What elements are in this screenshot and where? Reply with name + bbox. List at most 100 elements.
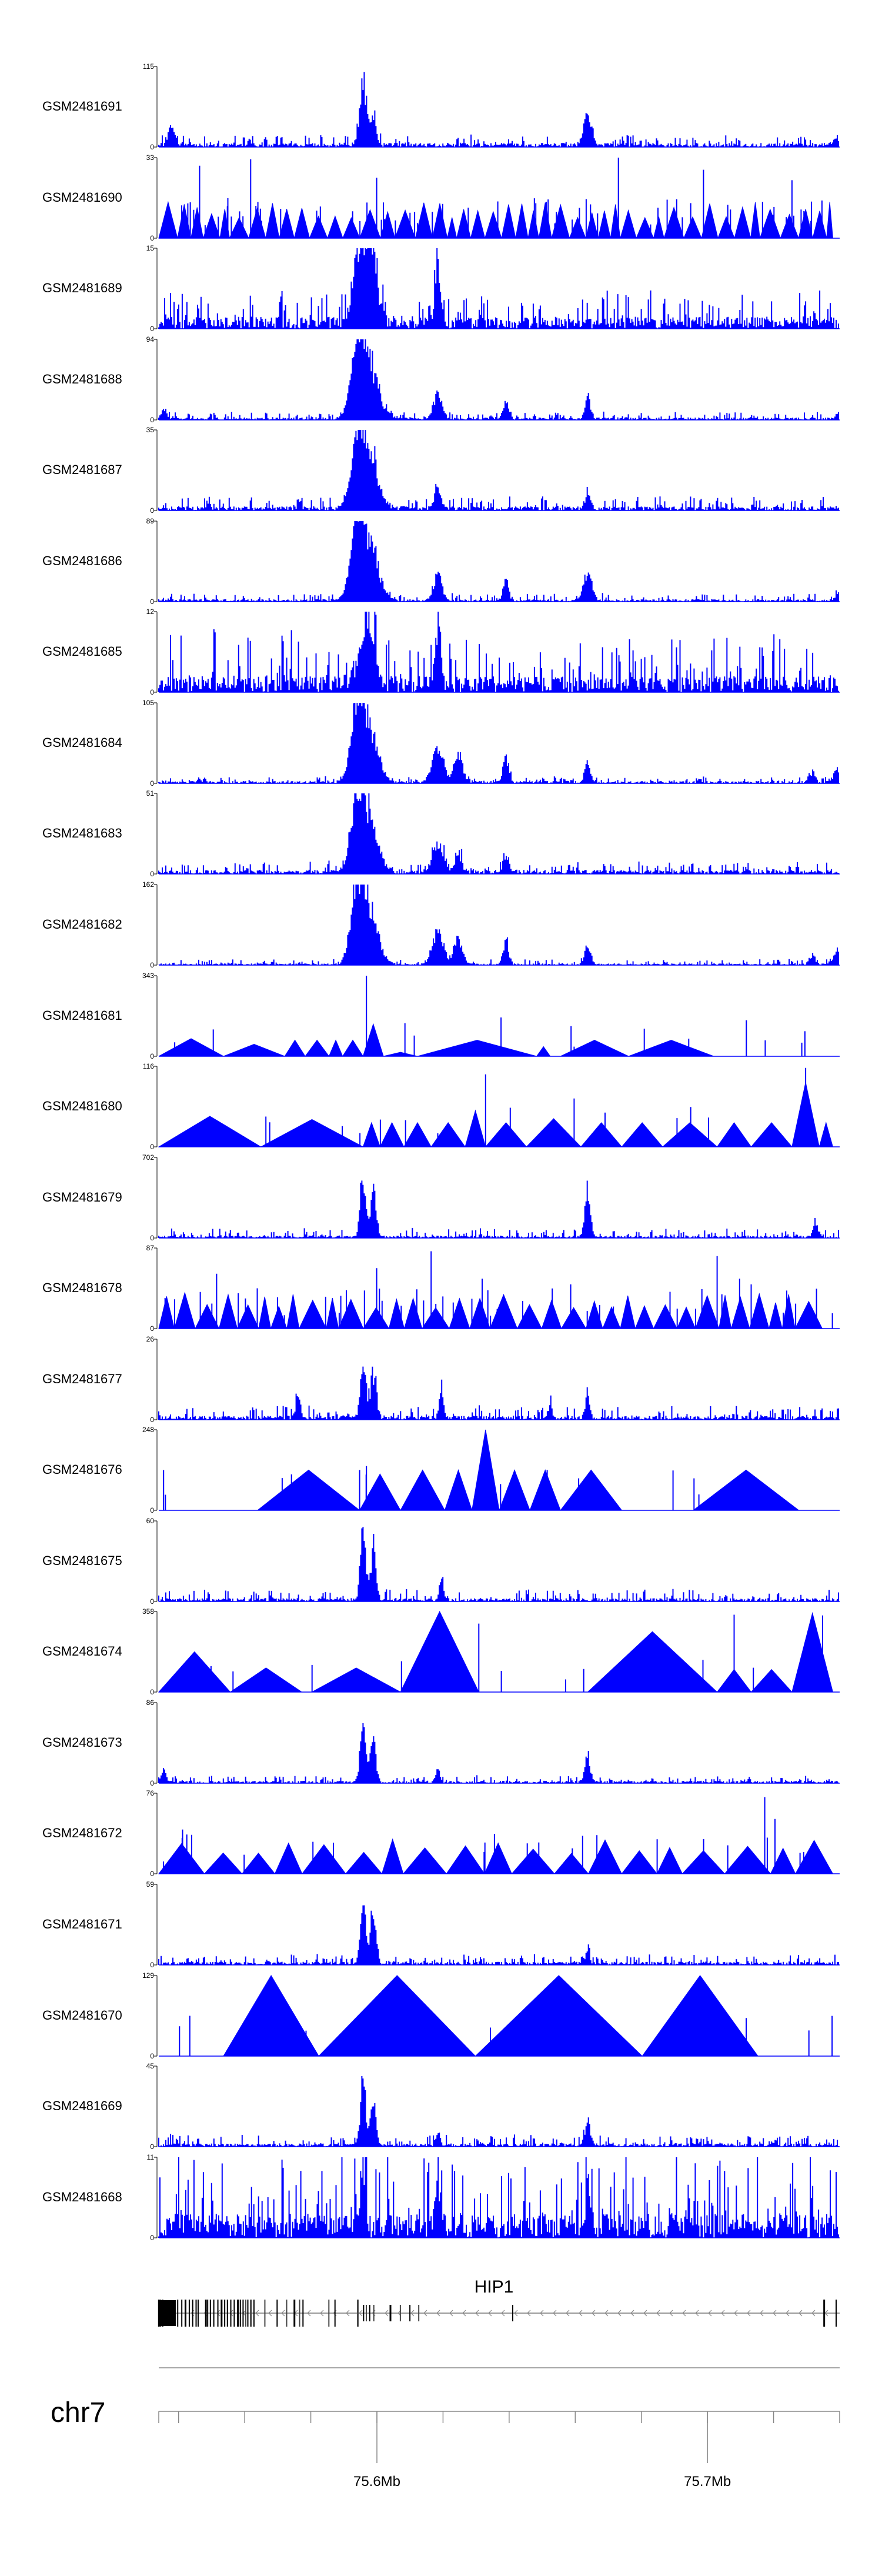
y-max-label: 86 [146,1699,154,1707]
strand-arrow [268,2310,272,2317]
exon [399,2305,401,2321]
exon [356,2300,359,2327]
strand-arrow [773,2310,777,2317]
y-min-label: 0 [150,325,154,333]
y-min-label: 0 [150,1961,154,1969]
track-GSM2481689 [154,248,840,329]
track-GSM2481674 [154,1610,840,1693]
y-max-label: 105 [142,699,154,707]
exon [363,2305,365,2321]
coverage-bars [158,703,839,783]
strand-arrow [617,2310,622,2317]
strand-arrow [216,2310,220,2317]
exon [389,2305,392,2321]
y-max-label: 51 [146,789,154,798]
y-min-label: 0 [150,1870,154,1878]
x-tick-label: 75.6Mb [353,2474,401,2490]
strand-arrow [708,2310,712,2317]
y-max-label: 116 [142,1062,154,1070]
exon [160,2300,162,2327]
coverage-bars [158,1723,839,1783]
y-max-label: 26 [146,1335,154,1343]
coverage-bars [158,2157,839,2238]
y-min-label: 0 [150,1324,154,1333]
exon [409,2305,411,2321]
exon [184,2300,186,2327]
coverage-triangles [158,1023,782,1057]
exon [276,2300,278,2327]
coverage-bars [158,885,839,965]
track-GSM2481675 [154,1520,840,1602]
exon [233,2300,235,2327]
genome-axis [158,2367,840,2463]
gene-track [158,2300,840,2327]
exon [192,2300,193,2327]
track-GSM2481668 [154,2157,840,2238]
track-label: GSM2481670 [42,2008,122,2023]
track-GSM2481688 [154,339,840,421]
track-label: GSM2481691 [42,99,122,114]
coverage-bars [158,430,839,510]
y-max-label: 343 [142,972,154,980]
strand-arrow [747,2310,751,2317]
exon [512,2305,513,2321]
exon [823,2300,826,2327]
strand-arrow [385,2310,389,2317]
track-label: GSM2481689 [42,281,122,295]
track-GSM2481681 [154,975,840,1057]
exon [334,2300,336,2327]
strand-arrow [423,2310,427,2317]
y-max-label: 94 [146,335,154,343]
track-GSM2481677 [154,1339,840,1420]
y-max-label: 248 [142,1426,154,1434]
y-max-label: 76 [146,1789,154,1797]
exon [158,2300,160,2327]
exon [230,2300,232,2327]
strand-arrow [540,2310,544,2317]
coverage-bars [158,72,839,147]
y-min-label: 0 [150,234,154,242]
exon [205,2300,207,2327]
strand-arrow [734,2310,738,2317]
strand-arrow [656,2310,660,2317]
coverage-bars [158,1180,839,1238]
track-label: GSM2481672 [42,1826,122,1840]
exon [188,2300,190,2327]
track-label: GSM2481679 [42,1190,122,1204]
strand-arrow [527,2310,531,2317]
strand-arrow [799,2310,803,2317]
y-max-label: 702 [142,1153,154,1162]
strand-arrow [669,2310,673,2317]
track-GSM2481672 [154,1793,840,1874]
y-min-label: 0 [150,961,154,969]
y-min-label: 0 [150,2143,154,2151]
strand-arrow [604,2310,609,2317]
track-label: GSM2481671 [42,1917,122,1931]
x-tick-label: 75.7Mb [684,2474,731,2490]
exon [177,2300,179,2327]
coverage-spikes [164,1251,833,1329]
track-GSM2481682 [154,884,840,966]
exon [237,2300,239,2327]
strand-arrow [630,2310,634,2317]
strand-arrow [488,2310,492,2317]
coverage-spikes [179,2016,833,2056]
coverage-triangles [223,1975,759,2057]
strand-arrow [346,2310,350,2317]
y-min-label: 0 [150,1779,154,1787]
track-GSM2481676 [154,1429,840,1511]
track-label: GSM2481683 [42,826,122,840]
y-min-label: 0 [150,143,154,151]
y-max-label: 87 [146,1244,154,1252]
coverage-bars [158,612,839,692]
exon [162,2300,163,2327]
coverage-spikes [210,1614,823,1692]
exon [302,2300,304,2327]
track-label: GSM2481686 [42,553,122,568]
y-min-label: 0 [150,2234,154,2242]
track-label: GSM2481673 [42,1735,122,1750]
y-min-label: 0 [150,1597,154,1606]
track-label: GSM2481682 [42,917,122,932]
strand-arrow [501,2310,505,2317]
track-GSM2481690 [154,157,840,239]
